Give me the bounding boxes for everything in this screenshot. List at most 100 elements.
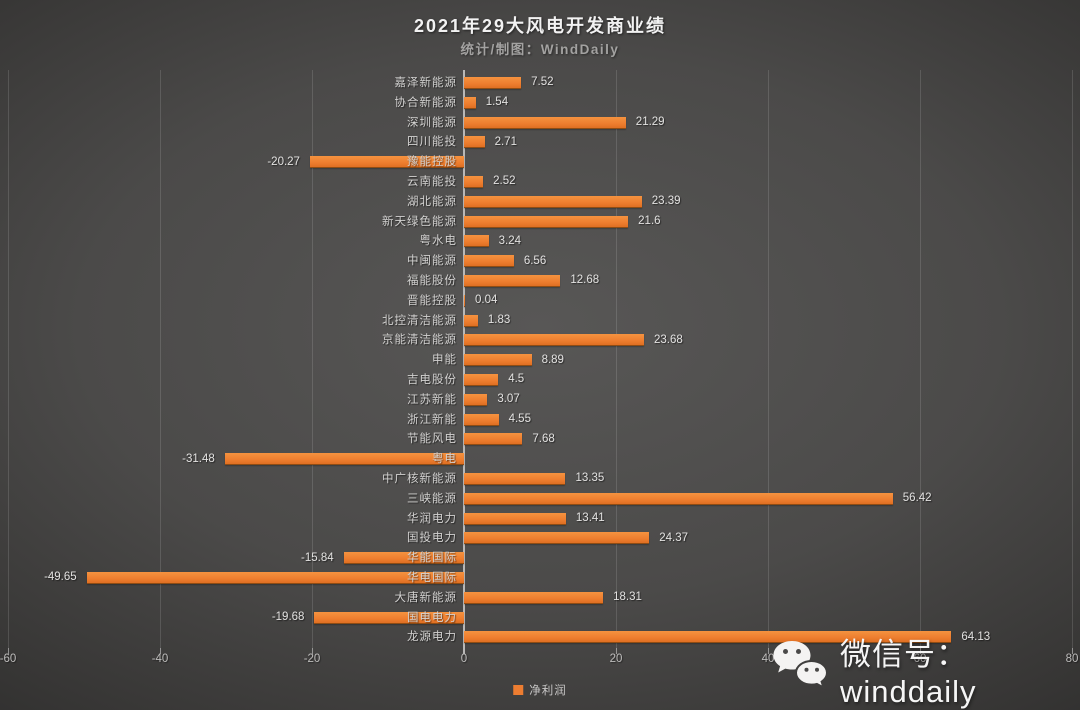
category-label: 节能风电 (407, 433, 457, 446)
bar (464, 354, 532, 367)
x-axis-label: 80 (1065, 653, 1079, 665)
gridline (616, 70, 617, 648)
x-axis-label: 40 (761, 653, 775, 665)
bar (464, 334, 644, 347)
value-label: 2.52 (493, 175, 516, 188)
bar (464, 215, 629, 228)
category-label: 国电电力 (407, 611, 457, 624)
axis-tick (8, 648, 9, 654)
bar (464, 274, 561, 287)
gridline (160, 70, 161, 648)
bar (464, 512, 566, 525)
value-label: -49.65 (44, 571, 77, 584)
bar (464, 631, 952, 644)
gridline (768, 70, 769, 648)
value-label: 21.6 (638, 215, 661, 227)
category-label: 中广核新能源 (382, 472, 457, 485)
category-label: 龙源电力 (407, 631, 457, 644)
category-label: 华润电力 (407, 512, 457, 525)
bar (464, 116, 626, 129)
value-label: 13.35 (575, 472, 605, 485)
category-label: 晋能控股 (407, 294, 457, 307)
category-label: 新天绿色能源 (382, 215, 457, 228)
value-label: -20.27 (267, 155, 300, 168)
value-label: 7.68 (532, 432, 555, 445)
axis-tick (616, 648, 617, 654)
value-label: -19.68 (271, 611, 305, 623)
category-label: 江苏新能 (407, 393, 457, 406)
category-label: 四川能投 (407, 136, 457, 149)
category-label: 嘉泽新能源 (394, 76, 457, 89)
value-label: 1.54 (485, 96, 509, 109)
category-label: 粤电 (432, 453, 457, 466)
bar (343, 552, 464, 565)
category-label: 华电国际 (407, 571, 457, 584)
bar (464, 373, 499, 386)
watermark-text: 微信号：winddaily (840, 637, 977, 709)
value-label: 13.41 (575, 512, 605, 524)
category-label: 北控清洁能源 (382, 314, 457, 327)
category-label: 京能清洁能源 (382, 334, 457, 347)
category-label: 吉电股份 (407, 373, 457, 386)
category-label: 三峡能源 (407, 492, 457, 505)
category-label: 深圳能源 (407, 116, 457, 129)
category-label: 协合新能源 (394, 96, 457, 109)
value-label: 4.55 (508, 413, 531, 425)
category-label: 湖北能源 (407, 195, 457, 208)
value-label: 12.68 (570, 274, 600, 287)
axis-tick (312, 648, 313, 654)
bar (86, 571, 464, 584)
bar (464, 76, 522, 89)
value-label: 7.52 (531, 76, 554, 89)
value-label: 6.56 (523, 254, 547, 267)
bar (464, 591, 604, 604)
bar (464, 195, 642, 208)
watermark: 微信号：winddaily (770, 629, 1080, 710)
value-label: 3.07 (497, 393, 520, 406)
bar (224, 453, 464, 466)
zero-axis-line (462, 70, 465, 654)
chart-title: 2021年29大风电开发商业绩 (413, 16, 667, 36)
bar (464, 175, 484, 188)
chart-subtitle: 统计/制图：WindDaily (460, 42, 620, 57)
bar (464, 96, 476, 109)
axis-tick (768, 648, 769, 654)
value-label: 4.5 (508, 373, 525, 386)
value-label: 8.89 (541, 353, 564, 366)
x-axis-label: -20 (303, 653, 321, 665)
value-label: 2.71 (494, 135, 517, 148)
value-label: 56.42 (902, 492, 932, 505)
value-label: 23.68 (653, 333, 683, 346)
gridline (8, 70, 9, 648)
category-label: 云南能投 (407, 175, 457, 188)
bar (464, 136, 485, 149)
category-label: 豫能控股 (407, 156, 457, 169)
x-axis-label: 20 (609, 653, 623, 665)
value-label: 1.83 (487, 314, 511, 326)
bar (464, 532, 650, 545)
value-label: 0.04 (475, 294, 498, 307)
bar (309, 156, 464, 169)
value-label: 21.29 (635, 116, 665, 128)
bar (314, 611, 464, 624)
category-label: 大唐新能源 (394, 591, 457, 604)
bar (464, 294, 465, 307)
bar (464, 393, 488, 406)
value-label: 18.31 (613, 591, 642, 604)
bar (464, 472, 566, 485)
x-axis-label: -40 (151, 653, 169, 665)
value-label: -31.48 (182, 452, 215, 465)
axis-tick (160, 648, 161, 654)
bar (464, 492, 893, 505)
wechat-icon (770, 638, 830, 701)
category-label: 华能国际 (407, 552, 457, 565)
bar (464, 255, 514, 268)
category-label: 国投电力 (407, 532, 457, 545)
legend-label: 净利润 (529, 685, 567, 697)
category-label: 粤水电 (419, 235, 457, 248)
axis-tick (920, 648, 921, 654)
value-label: 64.13 (961, 630, 991, 643)
category-label: 申能 (432, 354, 457, 367)
